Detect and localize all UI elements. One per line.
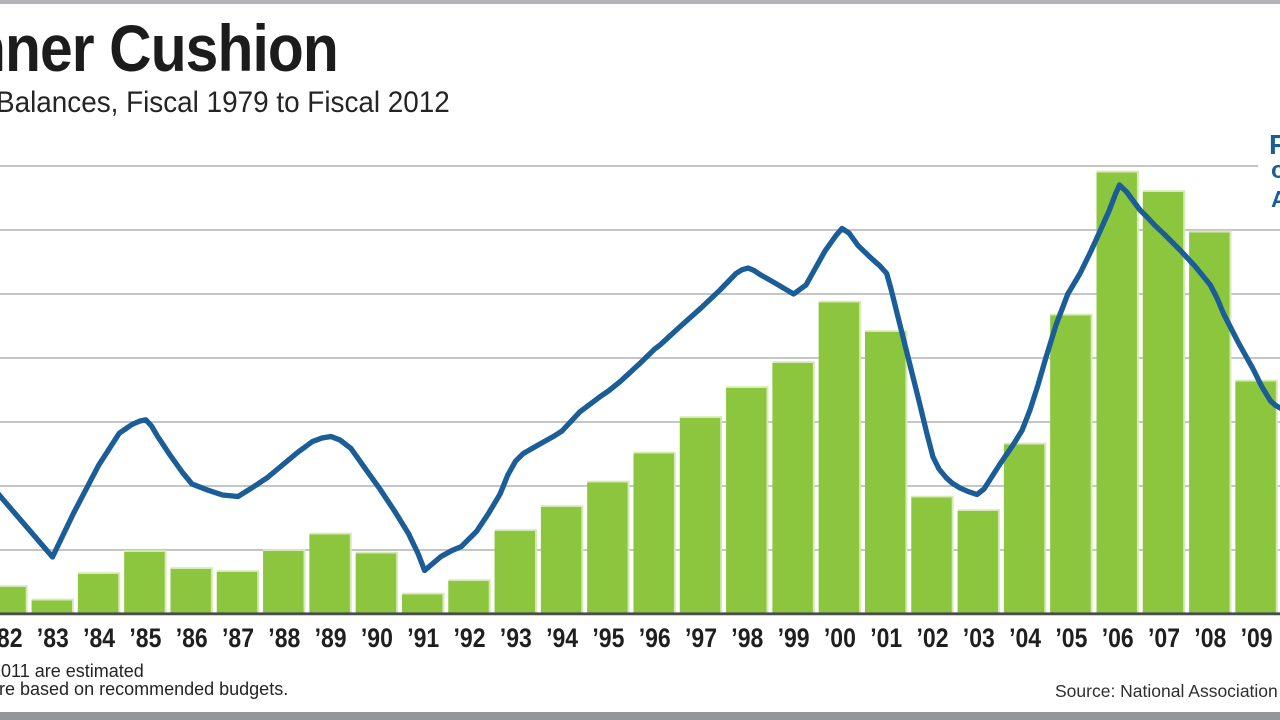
svg-text:’87: ’87 <box>222 623 254 653</box>
svg-text:’04: ’04 <box>1009 623 1041 653</box>
svg-text:’90: ’90 <box>361 623 393 653</box>
svg-text:’93: ’93 <box>500 623 532 653</box>
svg-text:’91: ’91 <box>407 623 439 653</box>
svg-text:’05: ’05 <box>1055 623 1087 653</box>
svg-text:’00: ’00 <box>824 623 856 653</box>
svg-text:’02: ’02 <box>917 623 949 653</box>
svg-text:’84: ’84 <box>83 623 115 653</box>
svg-text:’95: ’95 <box>592 623 624 653</box>
svg-text:’85: ’85 <box>129 623 161 653</box>
svg-text:’06: ’06 <box>1102 623 1134 653</box>
svg-text:’98: ’98 <box>731 623 763 653</box>
svg-text:’86: ’86 <box>176 623 208 653</box>
svg-text:’89: ’89 <box>315 623 347 653</box>
svg-text:’07: ’07 <box>1148 623 1180 653</box>
svg-text:’09: ’09 <box>1241 623 1273 653</box>
svg-text:’92: ’92 <box>454 623 486 653</box>
svg-text:’96: ’96 <box>639 623 671 653</box>
svg-text:’03: ’03 <box>963 623 995 653</box>
svg-text:’94: ’94 <box>546 623 578 653</box>
svg-text:’97: ’97 <box>685 623 717 653</box>
svg-text:’88: ’88 <box>268 623 300 653</box>
svg-text:’99: ’99 <box>778 623 810 653</box>
svg-text:’01: ’01 <box>870 623 902 653</box>
svg-text:’83: ’83 <box>37 623 69 653</box>
svg-text:’08: ’08 <box>1194 623 1226 653</box>
svg-text:’82: ’82 <box>0 623 23 653</box>
